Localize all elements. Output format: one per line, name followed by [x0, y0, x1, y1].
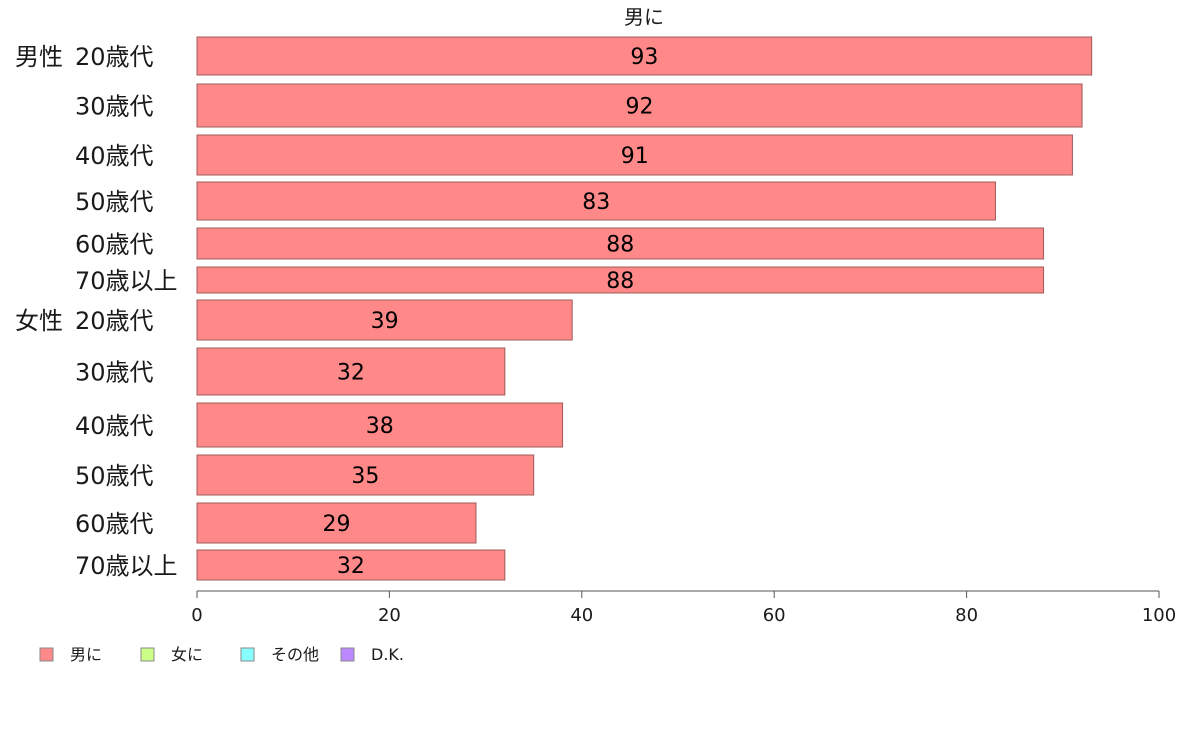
- x-tick-label: 0: [191, 605, 202, 626]
- category-label: 70歳以上: [75, 552, 178, 580]
- data-label: 91: [621, 144, 649, 169]
- category-label: 20歳代: [75, 43, 154, 71]
- data-label: 92: [626, 95, 654, 120]
- data-label: 32: [337, 361, 365, 386]
- data-label: 88: [606, 269, 634, 294]
- category-label: 40歳代: [75, 412, 154, 440]
- bar: [196, 36, 1093, 76]
- category-label: 70歳以上: [75, 267, 178, 295]
- bar: [196, 227, 1045, 260]
- bar: [196, 266, 1045, 294]
- x-tick-label: 100: [1142, 605, 1176, 626]
- bar: [196, 83, 1083, 128]
- bar: [196, 454, 535, 496]
- chart-title: 男に: [624, 5, 664, 29]
- data-label: 88: [606, 233, 634, 258]
- legend-swatch: [140, 647, 155, 662]
- category-label: 20歳代: [75, 307, 154, 335]
- data-label: 83: [582, 190, 610, 215]
- bar: [196, 347, 506, 396]
- data-label: 38: [366, 414, 394, 439]
- legend-swatch: [340, 647, 355, 662]
- x-axis: 0 20 40 60 80 100: [191, 590, 1176, 626]
- x-tick-label: 40: [570, 605, 593, 626]
- data-label: 32: [337, 554, 365, 579]
- legend-label: 女に: [171, 645, 203, 664]
- legend-swatch: [39, 647, 54, 662]
- data-label: 35: [351, 464, 379, 489]
- x-tick-label: 60: [763, 605, 786, 626]
- category-label: 60歳代: [75, 510, 154, 538]
- legend-label: D.K.: [371, 645, 404, 664]
- category-label: 50歳代: [75, 462, 154, 490]
- bar: [196, 181, 996, 221]
- legend-swatch: [240, 647, 255, 662]
- bar: [196, 299, 573, 341]
- category-label: 30歳代: [75, 359, 154, 387]
- data-label: 39: [371, 309, 399, 334]
- bar: [196, 549, 506, 581]
- legend-label: 男に: [70, 645, 102, 664]
- x-tick-label: 80: [955, 605, 978, 626]
- group-label: 男性: [15, 43, 63, 71]
- legend-label: その他: [271, 645, 319, 664]
- group-label: 女性: [15, 307, 63, 335]
- category-label: 40歳代: [75, 142, 154, 170]
- x-tick-label: 20: [378, 605, 401, 626]
- category-label: 60歳代: [75, 231, 154, 259]
- data-label: 29: [322, 512, 350, 537]
- bar: [196, 502, 477, 544]
- bar: [196, 402, 564, 448]
- category-label: 50歳代: [75, 188, 154, 216]
- category-labels: 20歳代男性30歳代40歳代50歳代60歳代70歳以上20歳代女性30歳代40歳…: [15, 43, 178, 580]
- category-label: 30歳代: [75, 93, 154, 121]
- data-label: 93: [630, 45, 658, 70]
- legend: 男に 女に その他 D.K.: [39, 645, 404, 664]
- bar: [196, 134, 1073, 176]
